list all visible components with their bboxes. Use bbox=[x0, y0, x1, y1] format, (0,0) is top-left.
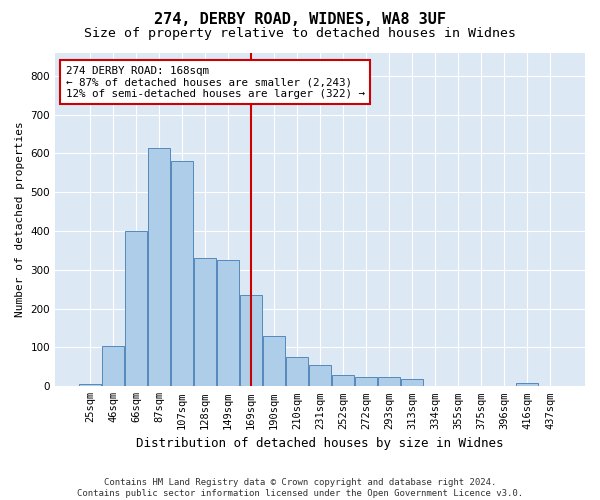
Bar bbox=[309, 365, 331, 386]
Bar bbox=[332, 374, 354, 386]
Bar bbox=[217, 260, 239, 386]
Bar bbox=[102, 346, 124, 387]
Bar bbox=[401, 378, 423, 386]
Bar bbox=[355, 376, 377, 386]
Bar bbox=[516, 383, 538, 386]
Bar bbox=[125, 231, 147, 386]
Bar bbox=[194, 258, 216, 386]
Text: 274 DERBY ROAD: 168sqm
← 87% of detached houses are smaller (2,243)
12% of semi-: 274 DERBY ROAD: 168sqm ← 87% of detached… bbox=[65, 66, 365, 99]
Text: 274, DERBY ROAD, WIDNES, WA8 3UF: 274, DERBY ROAD, WIDNES, WA8 3UF bbox=[154, 12, 446, 28]
Y-axis label: Number of detached properties: Number of detached properties bbox=[15, 122, 25, 318]
Bar bbox=[240, 295, 262, 386]
Bar bbox=[148, 148, 170, 386]
Bar bbox=[79, 384, 101, 386]
Bar bbox=[378, 376, 400, 386]
Bar bbox=[171, 161, 193, 386]
X-axis label: Distribution of detached houses by size in Widnes: Distribution of detached houses by size … bbox=[136, 437, 504, 450]
Text: Contains HM Land Registry data © Crown copyright and database right 2024.
Contai: Contains HM Land Registry data © Crown c… bbox=[77, 478, 523, 498]
Text: Size of property relative to detached houses in Widnes: Size of property relative to detached ho… bbox=[84, 28, 516, 40]
Bar bbox=[263, 336, 285, 386]
Bar bbox=[286, 357, 308, 386]
